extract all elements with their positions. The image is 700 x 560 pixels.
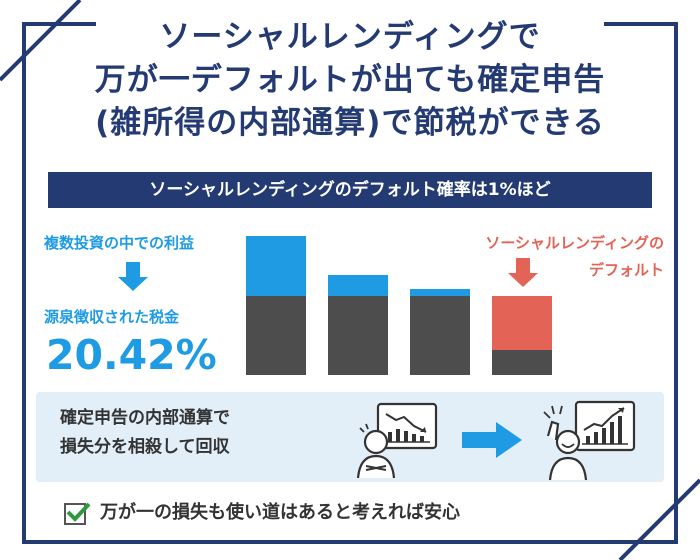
person-happy-icon	[543, 400, 636, 481]
chart-down-icon	[376, 402, 438, 450]
bar-3	[410, 289, 470, 375]
profit-label: 複数投資の中での利益	[44, 234, 195, 252]
bar-1	[246, 236, 306, 375]
default-rate-banner: ソーシャルレンディングのデフォルト確率は1%ほど	[48, 172, 652, 208]
bar-2	[328, 275, 388, 375]
reassurance-text: 万が一の損失も使い道はあると考えれば安心	[100, 502, 460, 523]
checkbox-checked-icon	[64, 502, 91, 525]
default-label-line-1: ソーシャルレンディングの	[485, 234, 664, 252]
arrow-right-icon	[462, 422, 522, 458]
recovery-text: 確定申告の内部通算で 損失分を相殺して回収	[60, 404, 230, 462]
corner-decoration-top-left	[0, 0, 82, 82]
title-line-3: (雑所得の内部通算)で節税ができる	[95, 105, 605, 141]
arrow-down-icon	[508, 258, 538, 288]
default-label-line-2: デフォルト	[588, 261, 664, 279]
tax-percent: 20.42%	[46, 331, 217, 379]
tax-label: 源泉徴収された税金	[44, 308, 180, 326]
bar-4-default	[492, 296, 552, 375]
recovery-text-line-1: 確定申告の内部通算で	[60, 408, 230, 428]
title-mask	[96, 8, 604, 44]
arrow-down-icon	[118, 262, 148, 292]
recovery-text-line-2: 損失分を相殺して回収	[60, 437, 230, 457]
corner-decoration-bottom-right	[618, 478, 700, 560]
person-worried-icon	[356, 402, 438, 479]
page-title: ソーシャルレンディングで 万が一デフォルトが出ても確定申告 (雑所得の内部通算)…	[58, 16, 642, 145]
title-line-1: ソーシャルレンディングで	[159, 19, 541, 55]
title-line-2: 万が一デフォルトが出ても確定申告	[94, 62, 606, 98]
default-label: ソーシャルレンディングの デフォルト	[420, 230, 664, 284]
chart-up-icon	[574, 400, 636, 452]
